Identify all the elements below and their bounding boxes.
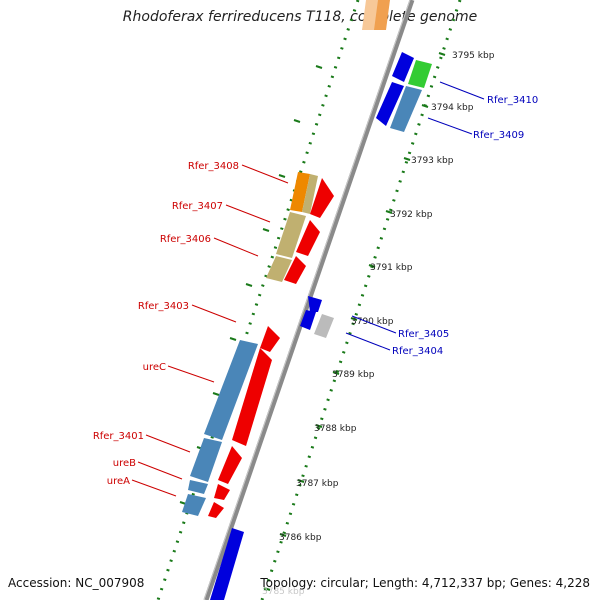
gene-rfer-3408-orange xyxy=(290,172,310,212)
label-rfer-3403: Rfer_3403 xyxy=(138,301,189,312)
gene-rfer-3401-steel xyxy=(190,438,222,482)
accession-text: Accession: NC_007908 xyxy=(8,576,145,590)
gene-rfer-3403 xyxy=(260,326,280,352)
ruler-label-3786: 3786 kbp xyxy=(279,533,322,543)
ruler-label-3793: 3793 kbp xyxy=(411,156,454,166)
ruler-label-3791: 3791 kbp xyxy=(370,263,413,273)
map-title: Rhodoferax ferrireducens T118, complete … xyxy=(122,9,478,25)
ruler-label-3787: 3787 kbp xyxy=(296,479,339,489)
gene-rfer-3405 xyxy=(308,296,322,312)
label-urea: ureA xyxy=(107,476,130,487)
gene-rfer-3407-red xyxy=(310,178,334,218)
label-rfer-3409: Rfer_3409 xyxy=(473,130,524,141)
ruler-label-3795: 3795 kbp xyxy=(452,51,495,61)
gene-ureb-red xyxy=(214,484,230,500)
gene-ureb-steel xyxy=(188,480,208,494)
gene-rfer-3401-red xyxy=(218,446,242,484)
label-rfer-3405: Rfer_3405 xyxy=(398,329,449,340)
label-urec: ureC xyxy=(143,362,166,373)
gene-urec-red xyxy=(232,348,272,446)
label-rfer-3404: Rfer_3404 xyxy=(392,346,443,357)
label-rfer-3406: Rfer_3406 xyxy=(160,234,211,245)
gene-rfer-3409-blue xyxy=(376,82,404,126)
gene-rfer-3410-blue xyxy=(392,52,414,82)
label-rfer-3410: Rfer_3410 xyxy=(487,95,538,106)
ring-outer-right xyxy=(260,0,462,600)
gene-rfer-3409-steel xyxy=(390,86,422,132)
gene-rfer-3407-khaki xyxy=(276,212,306,258)
ruler-label-3794: 3794 kbp xyxy=(431,103,474,113)
gene-rfer-3406-red xyxy=(296,220,320,256)
label-ureb: ureB xyxy=(113,458,136,469)
label-rfer-3408: Rfer_3408 xyxy=(188,161,239,172)
ruler-label-3788: 3788 kbp xyxy=(314,424,357,434)
gene-rfer-3408-khaki xyxy=(302,174,318,214)
gene-rfer-3410-green xyxy=(408,60,432,88)
gene-urec-steel xyxy=(204,340,258,440)
ruler-ticks xyxy=(263,52,446,591)
label-rfer-3401: Rfer_3401 xyxy=(93,431,144,442)
topology-text: Topology: circular; Length: 4,712,337 bp… xyxy=(260,576,590,590)
gene-rfer-3406-khaki xyxy=(266,256,292,282)
label-rfer-3407: Rfer_3407 xyxy=(172,201,223,212)
ruler-label-3789: 3789 kbp xyxy=(332,370,375,380)
gene-bottom-blue xyxy=(210,528,244,600)
ruler-label-3785: 3785 kbp xyxy=(262,587,305,597)
gene-rfer-3404 xyxy=(314,314,334,338)
gene-urea-steel xyxy=(182,494,206,516)
ruler-label-3792: 3792 kbp xyxy=(390,210,433,220)
gene-urea-red xyxy=(208,502,224,518)
ruler-label-3790: 3790 kbp xyxy=(351,317,394,327)
left-ring-major-ticks xyxy=(179,65,323,505)
